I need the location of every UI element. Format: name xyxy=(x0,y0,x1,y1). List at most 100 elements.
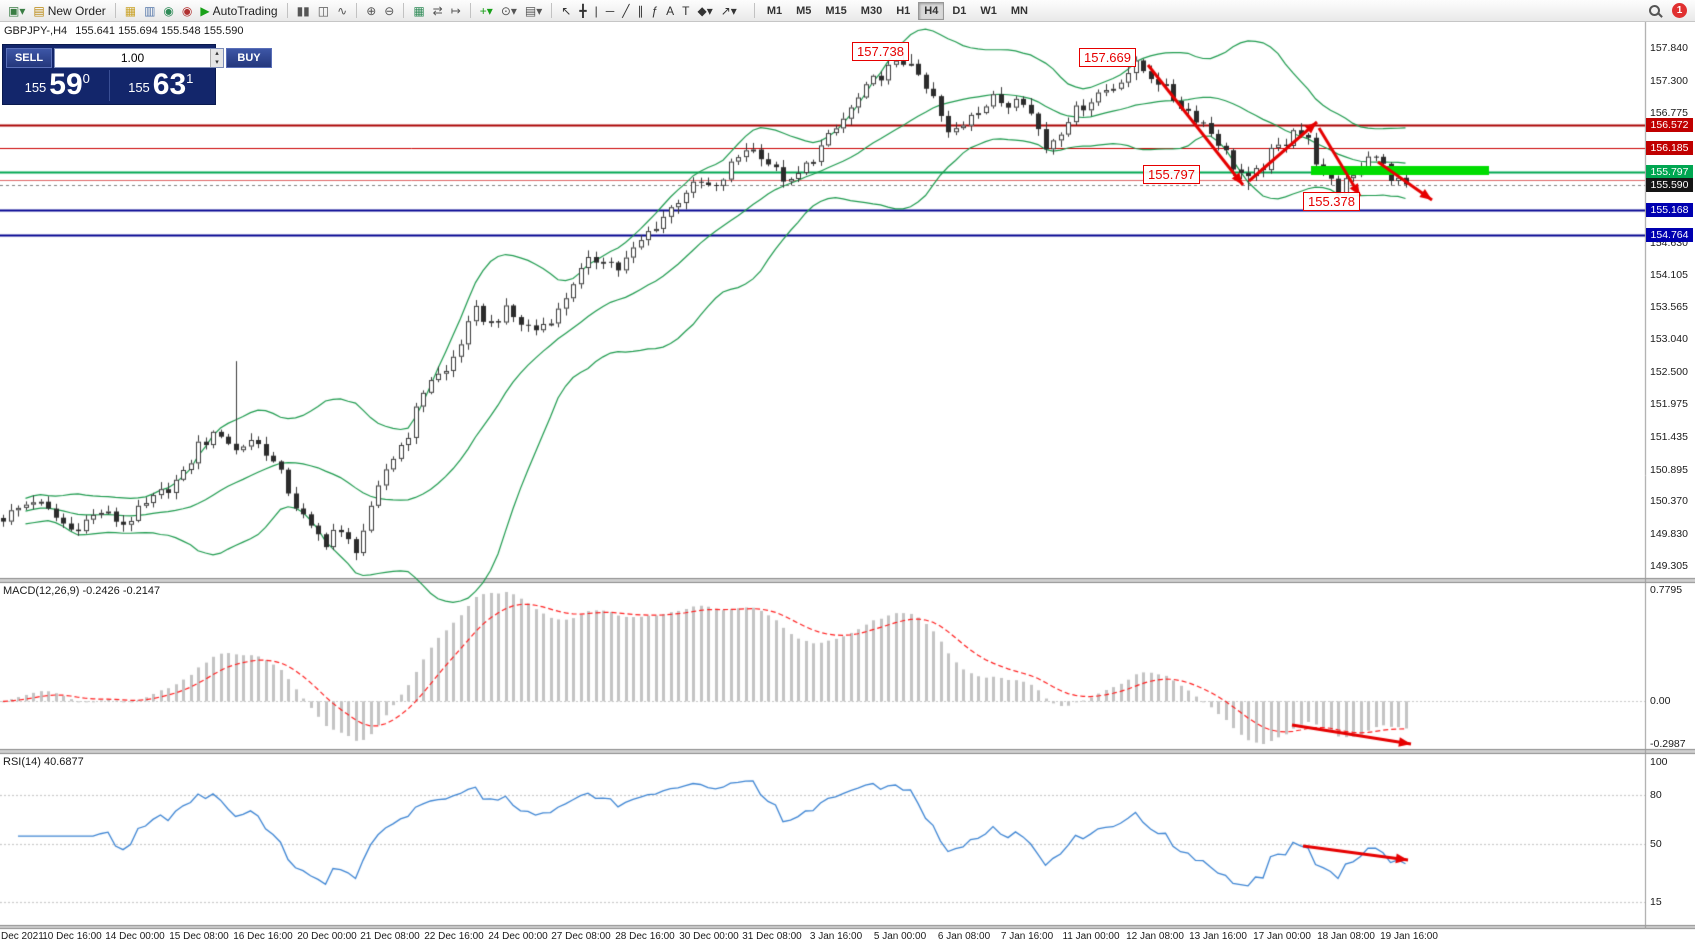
navigator-icon-glyph: ◉ xyxy=(163,3,174,18)
zoom-in-icon[interactable]: ⊕ xyxy=(362,1,380,20)
candlestick-chart-icon-glyph: ◫ xyxy=(317,3,330,18)
new-order-button[interactable]: ▤ New Order xyxy=(29,1,109,20)
shapes-icon-glyph: ◆▾ xyxy=(697,3,713,18)
main-toolbar: ▣▾ ▤ New Order ▦ ▥ ◉ ◉ ▶ AutoTrading ▮▮ ◫ ∿ ⊕ ⊖ ▦ ⇄ ↦ +▾ ⊙… xyxy=(0,0,1695,22)
trendline-icon[interactable]: ╱ xyxy=(618,1,633,20)
toolbar-icon-groups: ▣▾ ▤ New Order ▦ ▥ ◉ ◉ ▶ AutoTrading ▮▮ ◫ ∿ ⊕ ⊖ ▦ ⇄ ↦ +▾ ⊙… xyxy=(4,1,741,20)
fibonacci-icon-glyph: ƒ xyxy=(651,3,659,18)
market-watch-icon[interactable]: ▦ xyxy=(121,1,140,20)
price-divider xyxy=(108,70,110,101)
notification-badge[interactable]: 1 xyxy=(1672,3,1687,18)
shapes-icon[interactable]: ◆▾ xyxy=(693,1,716,20)
autotrading-button[interactable]: ▶ AutoTrading xyxy=(196,1,281,20)
market-watch-icon-glyph: ▦ xyxy=(124,3,137,18)
rsi-label: RSI(14) 40.6877 xyxy=(3,756,84,768)
auto-scroll-icon[interactable]: ⇄ xyxy=(429,1,447,20)
macd-label: MACD(12,26,9) -0.2426 -0.2147 xyxy=(3,585,161,597)
timeframe-d1[interactable]: D1 xyxy=(952,4,967,17)
bar-chart-icon-glyph: ▮▮ xyxy=(296,3,310,18)
buy-price-pip: 1 xyxy=(186,71,194,86)
timeframe-switcher: M1 M5 M15 M30 H1 H4 D1 W1 MN xyxy=(749,1,1035,20)
auto-scroll-icon-glyph: ⇄ xyxy=(432,3,443,18)
text-icon-glyph: A xyxy=(666,3,675,18)
volume-down-icon[interactable]: ▾ xyxy=(215,59,219,66)
toolbar-separator xyxy=(356,3,358,18)
toolbar-separator xyxy=(114,3,116,18)
timeframe-m15[interactable]: M15 xyxy=(825,4,847,17)
templates-icon[interactable]: ▤▾ xyxy=(521,1,546,20)
bar-chart-icon[interactable]: ▮▮ xyxy=(293,1,314,20)
arrows-icon-glyph: ↗▾ xyxy=(720,3,737,18)
tile-windows-icon-glyph: ▦ xyxy=(413,3,425,18)
trendline-icon-glyph: ╱ xyxy=(622,3,630,18)
chart-canvas[interactable] xyxy=(0,22,1695,945)
chart-shift-icon[interactable]: ↦ xyxy=(447,1,465,20)
toolbar-separator xyxy=(403,3,405,18)
horizontal-line-icon[interactable]: ─ xyxy=(602,1,619,20)
search-icon[interactable] xyxy=(1649,5,1660,16)
toolbar-separator xyxy=(469,3,471,18)
buy-button[interactable]: BUY xyxy=(226,48,272,68)
toolbar-right: 1 xyxy=(1649,3,1691,18)
templates-icon-glyph: ▤▾ xyxy=(524,3,543,18)
toolbar-separator xyxy=(753,3,755,18)
sell-price-prefix: 155 xyxy=(24,80,47,95)
line-chart-icon[interactable]: ∿ xyxy=(333,1,351,20)
new-chart-button-glyph: ▣▾ xyxy=(8,3,26,18)
data-window-icon[interactable]: ▥ xyxy=(140,1,159,20)
timeframe-m30[interactable]: M30 xyxy=(860,4,883,17)
cursor-icon[interactable]: ↖ xyxy=(557,1,575,20)
indicators-icon-glyph: +▾ xyxy=(479,3,493,18)
chart-ohlc-header: GBPJPY-,H4 155.641 155.694 155.548 155.5… xyxy=(4,25,243,37)
timeframe-h4[interactable]: H4 xyxy=(918,1,945,20)
buy-price-prefix: 155 xyxy=(128,80,150,95)
sell-button[interactable]: SELL xyxy=(6,48,52,68)
vertical-line-icon-glyph: | xyxy=(594,3,598,18)
timeframe-mn[interactable]: MN xyxy=(1010,4,1028,17)
order-controls-row: SELL ▴ ▾ BUY xyxy=(6,48,272,68)
vertical-line-icon[interactable]: | xyxy=(591,1,602,20)
volume-up-icon[interactable]: ▴ xyxy=(215,50,219,57)
zoom-out-icon[interactable]: ⊖ xyxy=(380,1,398,20)
sell-price-big: 59 xyxy=(49,68,83,101)
fibonacci-icon[interactable]: ƒ xyxy=(647,1,662,20)
terminal-icon[interactable]: ◉ xyxy=(178,1,196,20)
periods-icon[interactable]: ⊙▾ xyxy=(497,1,521,20)
chart-ohlc-values: 155.641 155.694 155.548 155.590 xyxy=(75,25,244,37)
timeframe-w1[interactable]: W1 xyxy=(980,4,997,17)
periods-icon-glyph: ⊙▾ xyxy=(500,3,517,18)
toolbar-separator xyxy=(286,3,288,18)
line-chart-icon-glyph: ∿ xyxy=(337,3,348,18)
navigator-icon[interactable]: ◉ xyxy=(159,1,177,20)
channel-icon[interactable]: ∥ xyxy=(633,1,647,20)
volume-spinner: ▴ ▾ xyxy=(210,49,223,67)
text-icon[interactable]: A xyxy=(662,1,678,20)
buy-price-big: 63 xyxy=(152,68,187,101)
autotrading-button-label: AutoTrading xyxy=(212,3,278,18)
tile-windows-icon[interactable]: ▦ xyxy=(409,1,428,20)
text-label-icon-glyph: T xyxy=(682,3,690,18)
zoom-in-icon-glyph: ⊕ xyxy=(366,3,377,18)
data-window-icon-glyph: ▥ xyxy=(144,3,156,18)
buy-price[interactable]: 155 63 1 xyxy=(110,70,213,101)
timeframe-h1[interactable]: H1 xyxy=(896,4,911,17)
timeframe-m5[interactable]: M5 xyxy=(796,4,812,17)
horizontal-line-icon-glyph: ─ xyxy=(605,3,615,18)
zoom-out-icon-glyph: ⊖ xyxy=(384,3,395,18)
candlestick-chart-icon[interactable]: ◫ xyxy=(314,1,333,20)
sell-price[interactable]: 155 59 0 xyxy=(6,70,109,101)
text-label-icon[interactable]: T xyxy=(678,1,693,20)
new-chart-button[interactable]: ▣▾ xyxy=(4,1,29,20)
cursor-icon-glyph: ↖ xyxy=(561,3,572,18)
chart-symbol-period: GBPJPY-,H4 xyxy=(4,25,68,37)
one-click-trading-panel: SELL ▴ ▾ BUY 155 59 0 155 63 1 xyxy=(2,44,272,105)
timeframe-m1[interactable]: M1 xyxy=(766,4,783,17)
arrows-icon[interactable]: ↗▾ xyxy=(717,1,741,20)
crosshair-icon[interactable]: ╋ xyxy=(575,1,590,20)
indicators-icon[interactable]: +▾ xyxy=(476,1,497,20)
crosshair-icon-glyph: ╋ xyxy=(579,3,587,18)
toolbar-separator xyxy=(551,3,553,18)
volume-input[interactable] xyxy=(55,49,210,67)
new-order-button-label: New Order xyxy=(47,3,106,18)
autotrading-button-glyph: ▶ xyxy=(200,3,210,18)
